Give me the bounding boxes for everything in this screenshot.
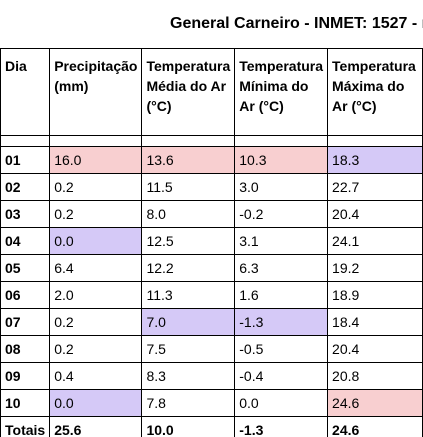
spacer-cell	[0, 135, 51, 147]
header-min-temperature: Temperatura Mínima do Ar (°C)	[234, 48, 329, 136]
day-cell: 05	[0, 254, 51, 282]
mean-temperature-cell: 7.5	[141, 335, 236, 363]
totals-mean-temperature: 10.0	[141, 416, 236, 437]
mean-temperature-cell: 8.0	[141, 200, 236, 228]
precipitation-cell: 16.0	[49, 146, 143, 174]
table-row: 05 6.4 12.2 6.3 19.2	[0, 254, 423, 282]
mean-temperature-cell: 11.5	[141, 173, 236, 201]
min-temperature-cell: 0.0	[234, 389, 329, 417]
min-temperature-cell: 3.1	[234, 227, 329, 255]
precipitation-cell: 0.2	[49, 200, 143, 228]
max-temperature-cell: 20.8	[327, 362, 423, 390]
precipitation-cell: 0.2	[49, 335, 143, 363]
table-row: 06 2.0 11.3 1.6 18.9	[0, 281, 423, 309]
day-cell: 09	[0, 362, 51, 390]
totals-max-temperature: 24.6	[327, 416, 423, 437]
table-row: 10 0.0 7.8 0.0 24.6	[0, 389, 423, 417]
precipitation-cell: 0.0	[49, 227, 143, 255]
table-row: 01 16.0 13.6 10.3 18.3	[0, 146, 423, 174]
precipitation-cell: 2.0	[49, 281, 143, 309]
min-temperature-cell: 10.3	[234, 146, 329, 174]
min-temperature-cell: 3.0	[234, 173, 329, 201]
table-row: 08 0.2 7.5 -0.5 20.4	[0, 335, 423, 363]
header-precipitation: Precipitação (mm)	[49, 48, 143, 136]
min-temperature-cell: -0.5	[234, 335, 329, 363]
precipitation-cell: 0.2	[49, 308, 143, 336]
spacer-cell	[327, 135, 423, 147]
day-cell: 01	[0, 146, 51, 174]
precipitation-cell: 0.2	[49, 173, 143, 201]
precipitation-cell: 0.4	[49, 362, 143, 390]
header-mean-temperature: Temperatura Média do Ar (°C)	[141, 48, 236, 136]
table-row: 02 0.2 11.5 3.0 22.7	[0, 173, 423, 201]
max-temperature-cell: 19.2	[327, 254, 423, 282]
day-cell: 02	[0, 173, 51, 201]
precipitation-cell: 0.0	[49, 389, 143, 417]
header-day: Dia	[0, 48, 51, 136]
table-header-row: Dia Precipitação (mm) Temperatura Média …	[0, 48, 423, 136]
header-spacer-row	[0, 135, 423, 147]
max-temperature-cell: 20.4	[327, 200, 423, 228]
totals-precipitation: 25.6	[49, 416, 143, 437]
precipitation-cell: 6.4	[49, 254, 143, 282]
spacer-cell	[141, 135, 236, 147]
max-temperature-cell: 24.6	[327, 389, 423, 417]
max-temperature-cell: 24.1	[327, 227, 423, 255]
spacer-cell	[49, 135, 143, 147]
day-cell: 08	[0, 335, 51, 363]
table-row: 07 0.2 7.0 -1.3 18.4	[0, 308, 423, 336]
table-row: 09 0.4 8.3 -0.4 20.8	[0, 362, 423, 390]
max-temperature-cell: 20.4	[327, 335, 423, 363]
mean-temperature-cell: 7.0	[141, 308, 236, 336]
min-temperature-cell: -1.3	[234, 308, 329, 336]
min-temperature-cell: 6.3	[234, 254, 329, 282]
mean-temperature-cell: 7.8	[141, 389, 236, 417]
day-cell: 03	[0, 200, 51, 228]
day-cell: 10	[0, 389, 51, 417]
max-temperature-cell: 18.9	[327, 281, 423, 309]
min-temperature-cell: -0.4	[234, 362, 329, 390]
table-row: 04 0.0 12.5 3.1 24.1	[0, 227, 423, 255]
mean-temperature-cell: 8.3	[141, 362, 236, 390]
daily-weather-table: Dia Precipitação (mm) Temperatura Média …	[0, 48, 423, 437]
totals-row: Totais 25.6 10.0 -1.3 24.6	[0, 416, 423, 437]
max-temperature-cell: 18.4	[327, 308, 423, 336]
mean-temperature-cell: 11.3	[141, 281, 236, 309]
min-temperature-cell: -0.2	[234, 200, 329, 228]
header-max-temperature: Temperatura Máxima do Ar (°C)	[327, 48, 423, 136]
station-title: General Carneiro - INMET: 1527 - m	[170, 15, 423, 32]
table-row: 03 0.2 8.0 -0.2 20.4	[0, 200, 423, 228]
totals-label: Totais	[0, 416, 51, 437]
day-cell: 07	[0, 308, 51, 336]
spacer-cell	[234, 135, 329, 147]
max-temperature-cell: 18.3	[327, 146, 423, 174]
mean-temperature-cell: 13.6	[141, 146, 236, 174]
max-temperature-cell: 22.7	[327, 173, 423, 201]
day-cell: 06	[0, 281, 51, 309]
mean-temperature-cell: 12.5	[141, 227, 236, 255]
totals-min-temperature: -1.3	[234, 416, 329, 437]
mean-temperature-cell: 12.2	[141, 254, 236, 282]
min-temperature-cell: 1.6	[234, 281, 329, 309]
day-cell: 04	[0, 227, 51, 255]
